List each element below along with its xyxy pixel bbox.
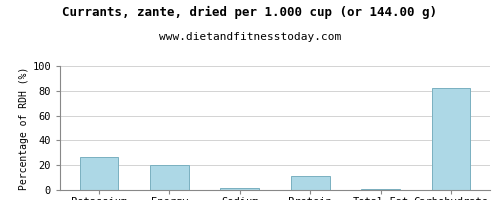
Y-axis label: Percentage of RDH (%): Percentage of RDH (%): [20, 66, 30, 190]
Text: Currants, zante, dried per 1.000 cup (or 144.00 g): Currants, zante, dried per 1.000 cup (or…: [62, 6, 438, 19]
Bar: [291, 176, 330, 190]
Bar: [362, 189, 400, 190]
Bar: [80, 157, 118, 190]
Bar: [150, 165, 188, 190]
Bar: [432, 88, 470, 190]
Text: www.dietandfitnesstoday.com: www.dietandfitnesstoday.com: [159, 32, 341, 42]
Bar: [220, 188, 259, 190]
